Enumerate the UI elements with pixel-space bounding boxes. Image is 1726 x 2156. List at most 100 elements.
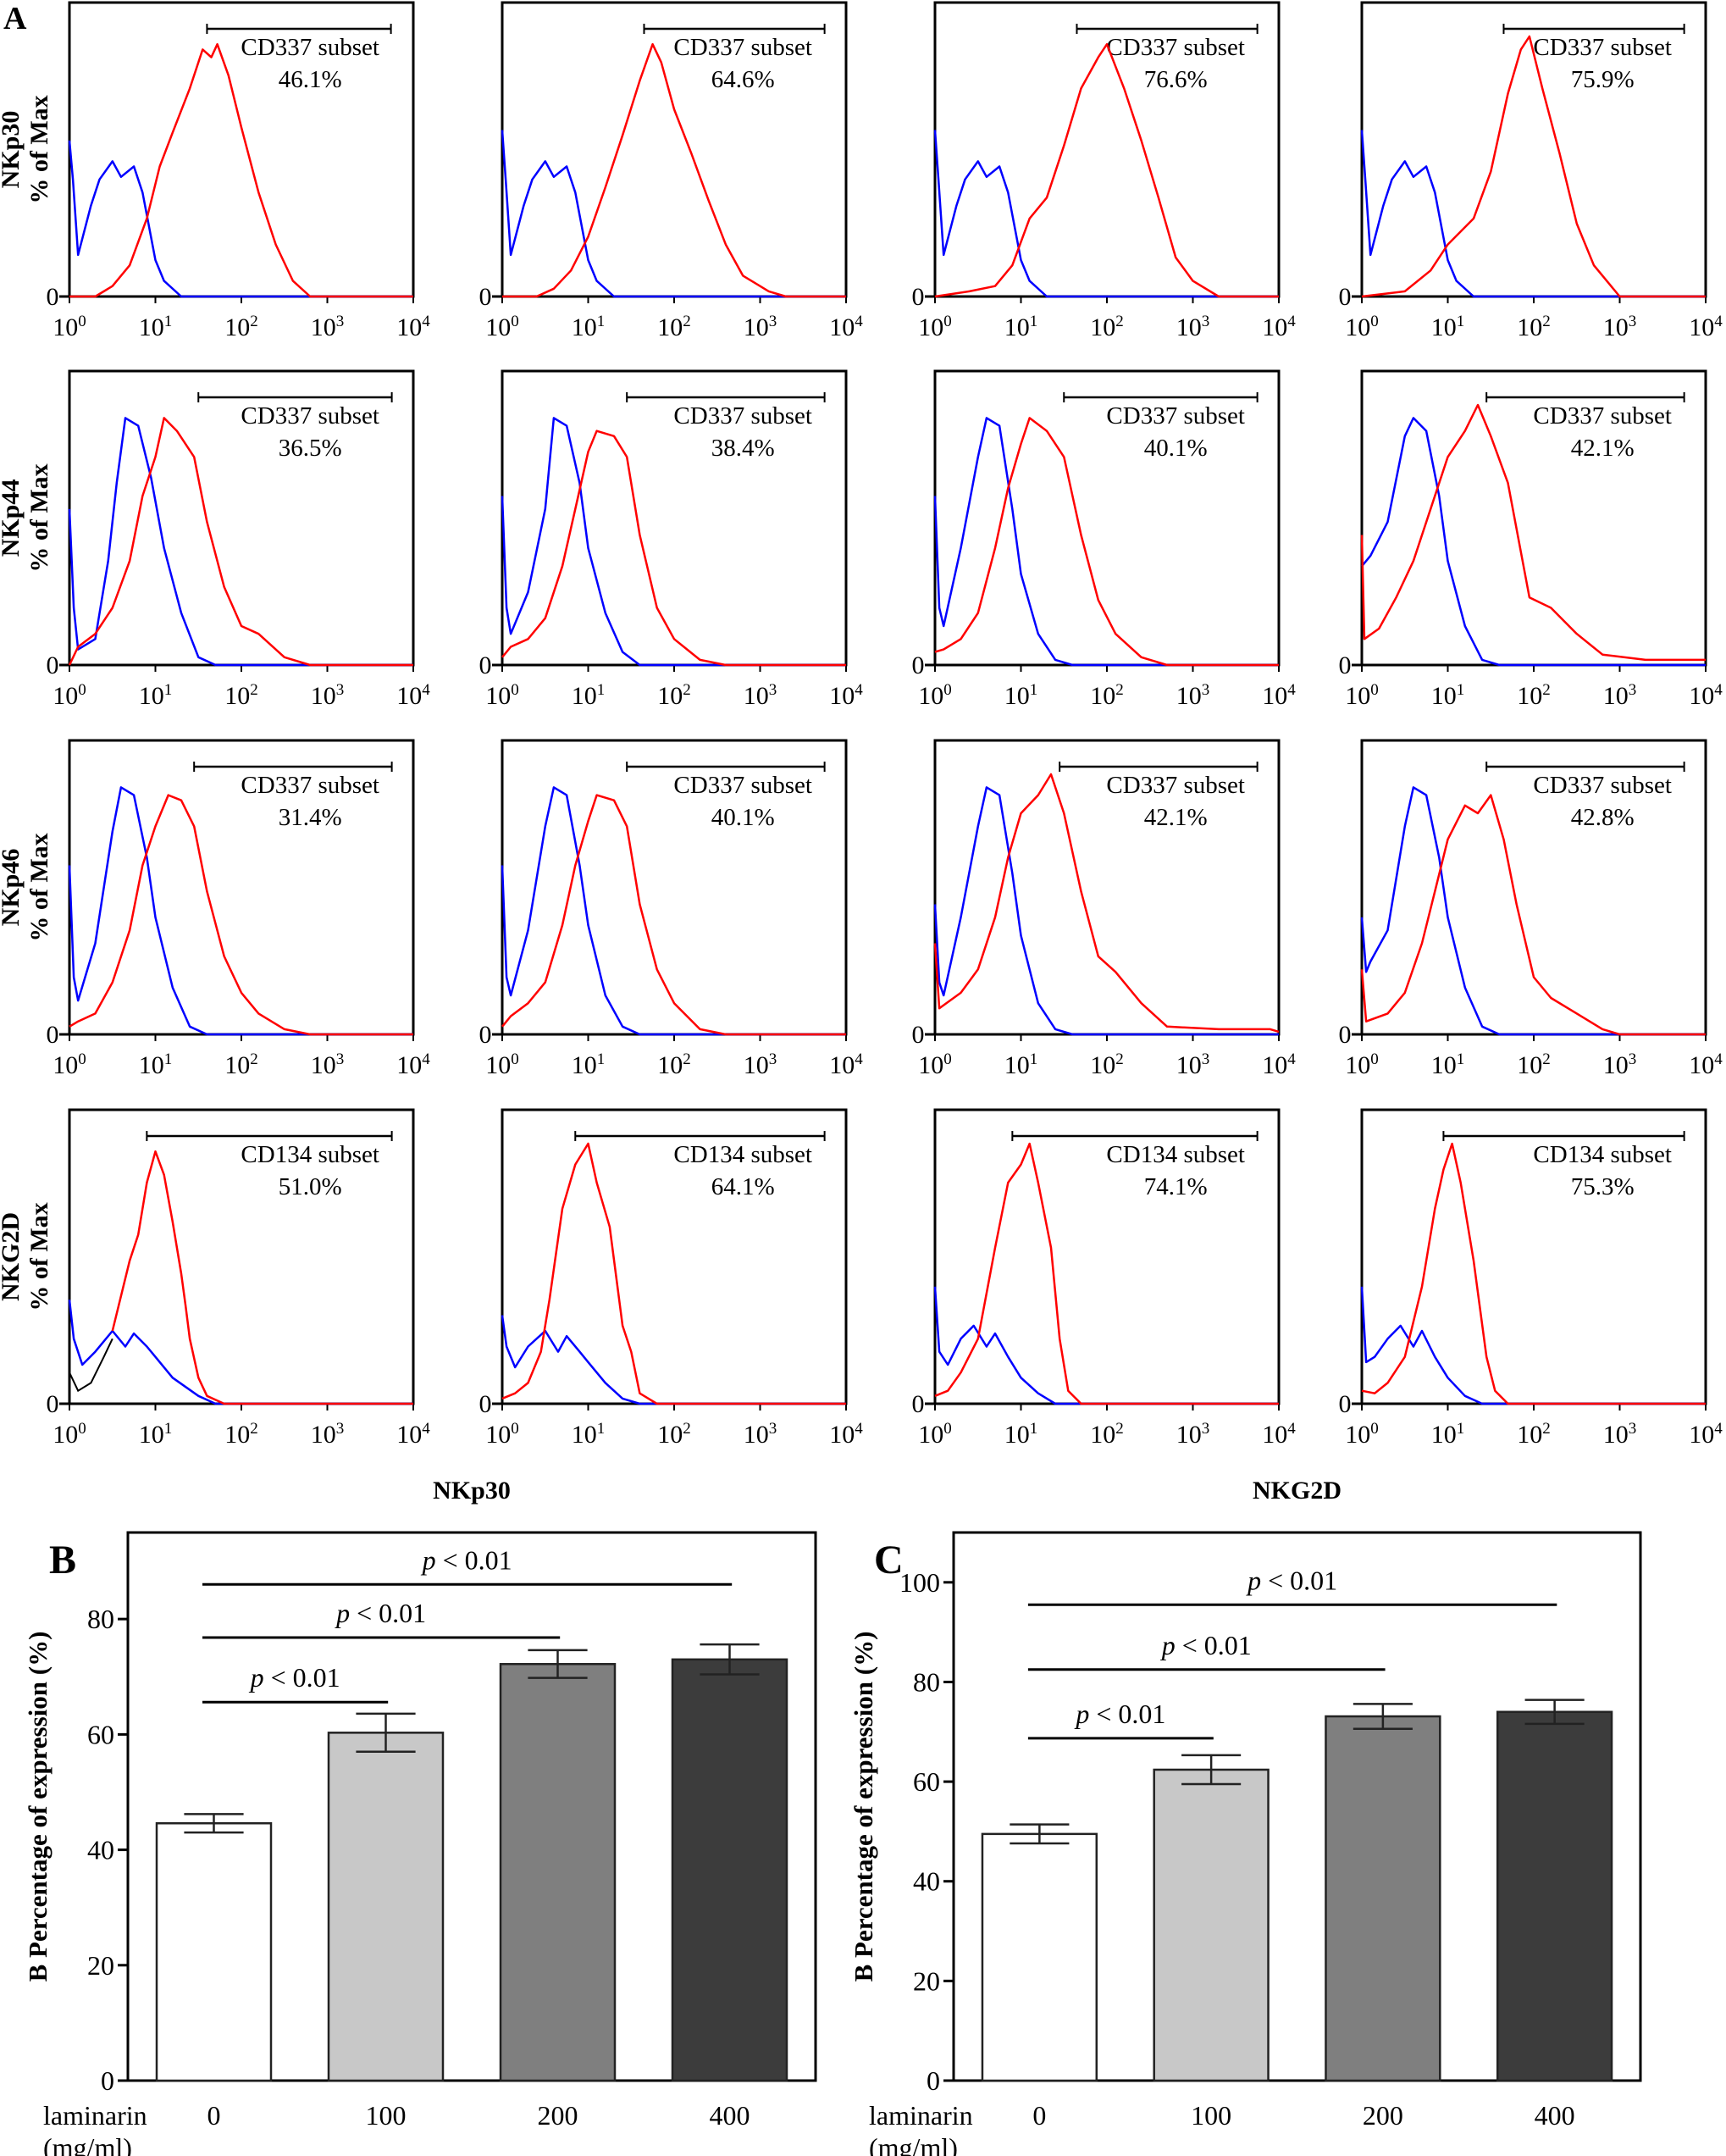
y-axis-label: % of Max bbox=[25, 463, 53, 572]
y-tick-label: 0 bbox=[912, 283, 925, 311]
bar-400 bbox=[671, 1658, 788, 2082]
gate-percent: 74.1% bbox=[1144, 1173, 1208, 1200]
y-tick-label: 0 bbox=[912, 1390, 925, 1418]
x-tick-label: 104 bbox=[1262, 313, 1296, 341]
x-tick-label: 102 bbox=[1517, 681, 1551, 710]
x-axis-title-line2: (mg/ml) bbox=[43, 2132, 132, 2156]
x-tick-label: 101 bbox=[572, 1050, 606, 1079]
x-tick-label: 104 bbox=[1689, 1050, 1723, 1079]
control-histogram-line bbox=[1360, 130, 1706, 298]
gate-percent: 75.9% bbox=[1571, 66, 1635, 93]
x-tick-label: 0 bbox=[1032, 2100, 1046, 2131]
control-histogram-line bbox=[501, 1315, 846, 1405]
gate-label: CD337 subset bbox=[673, 34, 812, 61]
x-tick-label: 101 bbox=[1004, 1050, 1038, 1079]
panel-b-bar-chart: NKp30 B 0 20 40 60 80 B Percentage of expressio… bbox=[23, 1477, 817, 2156]
x-tick-label: 100 bbox=[1345, 1050, 1379, 1079]
x-tick-label: 104 bbox=[1262, 1050, 1296, 1079]
x-tick-label: 104 bbox=[396, 1420, 430, 1449]
x-tick-label: 102 bbox=[1090, 313, 1124, 341]
x-axis-title-line2: (mg/ml) bbox=[869, 2132, 958, 2156]
y-tick-label: 0 bbox=[1339, 651, 1352, 679]
x-tick-label: 101 bbox=[139, 681, 173, 710]
x-tick-label: 103 bbox=[1176, 1050, 1210, 1079]
gate-percent: 64.6% bbox=[711, 66, 775, 93]
gate-label: CD134 subset bbox=[1106, 1141, 1245, 1168]
x-tick-label: 100 bbox=[485, 313, 519, 341]
x-tick-label: 101 bbox=[1431, 313, 1465, 341]
stained-histogram-line bbox=[1361, 1142, 1706, 1405]
y-tick-label: 80 bbox=[913, 1666, 940, 1697]
control-histogram-line bbox=[933, 1286, 1279, 1405]
x-tick-label: 102 bbox=[657, 313, 691, 341]
x-axis-title-line1: laminarin bbox=[869, 2100, 973, 2131]
x-tick-label: 101 bbox=[1004, 313, 1038, 341]
y-tick-label: 100 bbox=[899, 1567, 940, 1598]
gate-label: CD337 subset bbox=[1533, 34, 1672, 61]
bar-400 bbox=[1496, 1710, 1613, 2082]
y-axis-label: % of Max bbox=[25, 1202, 53, 1311]
x-tick-label: 102 bbox=[224, 1420, 258, 1449]
x-tick-label: 100 bbox=[366, 2100, 407, 2131]
x-tick-label: 100 bbox=[1345, 681, 1379, 710]
x-tick-label: 200 bbox=[1363, 2100, 1403, 2131]
x-tick-label: 103 bbox=[744, 313, 777, 341]
control-histogram-line bbox=[933, 786, 1279, 1036]
marker-label: NKp46 bbox=[0, 849, 25, 927]
y-tick-label: 0 bbox=[479, 283, 492, 311]
x-tick-label: 0 bbox=[207, 2100, 221, 2131]
control-histogram-line bbox=[68, 140, 413, 298]
x-tick-label: 102 bbox=[224, 313, 258, 341]
y-tick-label: 0 bbox=[101, 2065, 114, 2096]
x-tick-label: 101 bbox=[1431, 681, 1465, 710]
x-tick-label: 104 bbox=[396, 681, 430, 710]
bar-200 bbox=[1325, 1715, 1441, 2082]
x-tick-label: 102 bbox=[1090, 1420, 1124, 1449]
x-tick-label: 103 bbox=[744, 1050, 777, 1079]
y-tick-label: 0 bbox=[479, 1390, 492, 1418]
control-histogram-line bbox=[501, 130, 846, 298]
gate-percent: 51.0% bbox=[279, 1173, 342, 1200]
unstained-histogram-line bbox=[69, 1338, 113, 1393]
stained-histogram-line bbox=[934, 1142, 1279, 1405]
x-tick-label: 100 bbox=[53, 1050, 86, 1079]
plot-frame bbox=[952, 1531, 1642, 2082]
gate-percent: 38.4% bbox=[711, 435, 775, 462]
stained-histogram-line bbox=[502, 42, 846, 298]
y-tick-label: 0 bbox=[1339, 1390, 1352, 1418]
control-histogram-line bbox=[68, 786, 413, 1036]
marker-label: NKp44 bbox=[0, 479, 25, 557]
x-tick-label: 104 bbox=[829, 313, 863, 341]
p-value-label: p < 0.01 bbox=[1074, 1699, 1165, 1729]
x-tick-label: 104 bbox=[829, 1050, 863, 1079]
x-tick-label: 104 bbox=[829, 1420, 863, 1449]
gate-label: CD134 subset bbox=[673, 1141, 812, 1168]
x-tick-label: 102 bbox=[224, 1050, 258, 1079]
x-tick-label: 103 bbox=[744, 681, 777, 710]
x-tick-label: 101 bbox=[1431, 1420, 1465, 1449]
y-tick-label: 0 bbox=[1339, 1021, 1352, 1049]
stained-histogram-line bbox=[111, 1150, 413, 1405]
x-tick-label: 100 bbox=[1345, 1420, 1379, 1449]
x-tick-label: 100 bbox=[918, 1420, 952, 1449]
stained-histogram-line bbox=[1360, 794, 1706, 1036]
y-tick-label: 60 bbox=[913, 1766, 940, 1797]
x-tick-label: 400 bbox=[710, 2100, 750, 2131]
y-tick-label: 0 bbox=[912, 1021, 925, 1049]
x-tick-label: 100 bbox=[485, 1420, 519, 1449]
x-tick-label: 102 bbox=[657, 1050, 691, 1079]
x-tick-label: 103 bbox=[311, 1050, 345, 1079]
p-value-label: p < 0.01 bbox=[421, 1544, 512, 1575]
x-tick-label: 100 bbox=[53, 1420, 86, 1449]
x-tick-label: 102 bbox=[1090, 1050, 1124, 1079]
x-tick-label: 100 bbox=[1191, 2100, 1231, 2131]
